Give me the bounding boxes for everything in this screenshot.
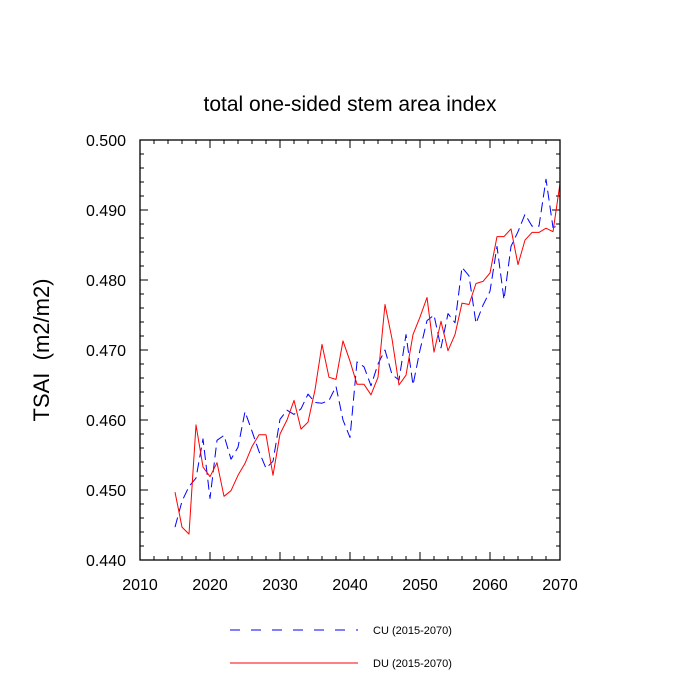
y-tick-label: 0.450	[86, 483, 126, 500]
legend-label-du: DU (2015-2070)	[373, 658, 452, 670]
chart-title: total one-sided stem area index	[203, 93, 497, 116]
y-tick-label: 0.470	[86, 343, 126, 360]
x-tick-label: 2030	[262, 577, 298, 594]
y-tick-label: 0.480	[86, 273, 126, 290]
x-tick-label: 2050	[402, 577, 438, 594]
y-tick-label: 0.460	[86, 413, 126, 430]
series-layer	[174, 178, 561, 535]
series-line-du	[174, 183, 561, 535]
x-tick-label: 2020	[192, 577, 228, 594]
x-tick-label: 2070	[542, 577, 578, 594]
y-tick-label: 0.500	[86, 133, 126, 150]
y-tick-label: 0.490	[86, 203, 126, 220]
series-line-cu	[174, 178, 561, 528]
y-axis-label: TSAI (m2/m2)	[29, 278, 54, 421]
y-tick-label: 0.440	[86, 553, 126, 570]
x-tick-label: 2040	[332, 577, 368, 594]
y-tick-labels: 0.440 0.450 0.460 0.470 0.480 0.490 0.500	[86, 133, 126, 570]
axis-ticks	[139, 139, 561, 561]
x-tick-label: 2010	[122, 577, 158, 594]
plot-frame	[139, 139, 561, 561]
x-tick-labels: 2010 2020 2030 2040 2050 2060 2070	[122, 577, 578, 594]
x-tick-label: 2060	[472, 577, 508, 594]
legend: CU (2015-2070) DU (2015-2070)	[230, 625, 452, 670]
legend-label-cu: CU (2015-2070)	[373, 625, 452, 637]
